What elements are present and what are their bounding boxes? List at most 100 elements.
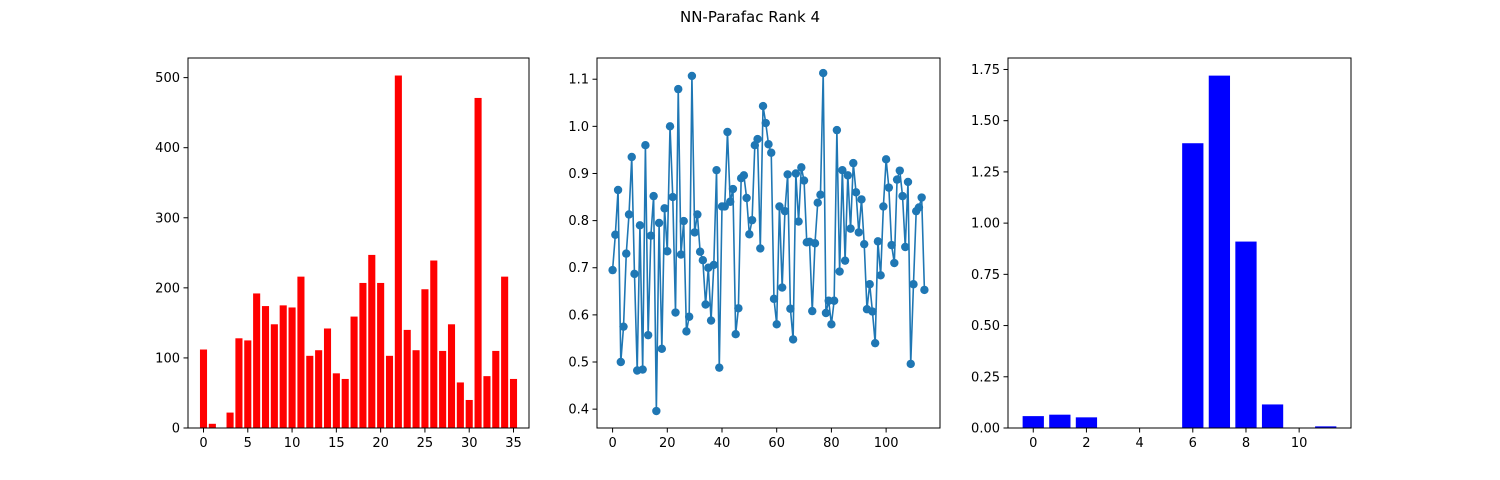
bar-23 xyxy=(403,329,411,428)
data-point-103 xyxy=(890,258,899,268)
bar-19 xyxy=(368,254,376,428)
data-point-28 xyxy=(684,312,694,321)
data-point-89 xyxy=(851,188,861,197)
data-point-69 xyxy=(797,163,806,172)
y-tick-label-2: 0.6 xyxy=(568,308,589,323)
data-point-24 xyxy=(674,84,683,94)
y-tick-label-7: 1.1 xyxy=(568,73,589,88)
data-point-99 xyxy=(879,202,888,211)
data-point-0 xyxy=(608,265,617,275)
y-tick-label-4: 400 xyxy=(155,141,180,156)
bar-34 xyxy=(501,276,509,428)
data-point-62 xyxy=(777,283,787,292)
bar-27 xyxy=(439,350,447,428)
data-point-85 xyxy=(840,256,850,265)
data-point-54 xyxy=(756,244,765,253)
y-tick-label-3: 0.75 xyxy=(971,268,1000,283)
data-point-112 xyxy=(914,203,924,212)
data-point-94 xyxy=(865,280,874,289)
data-point-109 xyxy=(906,359,915,369)
bar-28 xyxy=(447,324,456,428)
x-tick-label-1: 5 xyxy=(244,436,252,451)
y-tick-label-2: 200 xyxy=(155,281,180,296)
data-point-106 xyxy=(898,191,907,201)
data-point-110 xyxy=(909,280,918,289)
data-point-55 xyxy=(758,101,768,111)
bar-33 xyxy=(492,350,500,428)
y-tick-label-1: 0.5 xyxy=(568,356,589,371)
data-point-6 xyxy=(624,210,634,219)
data-point-82 xyxy=(832,125,842,135)
data-point-108 xyxy=(903,177,913,187)
bar-30 xyxy=(465,399,473,428)
data-point-105 xyxy=(895,166,904,175)
data-point-42 xyxy=(723,127,732,137)
data-point-33 xyxy=(698,256,708,265)
data-point-44 xyxy=(728,184,738,194)
bar-7 xyxy=(261,306,270,428)
bar-26 xyxy=(430,260,438,428)
data-point-87 xyxy=(846,224,855,233)
data-point-13 xyxy=(643,330,653,340)
data-point-91 xyxy=(857,195,866,204)
x-tick-label-0: 0 xyxy=(608,436,616,451)
x-tick-label-4: 8 xyxy=(1242,436,1250,451)
bar-2 xyxy=(1075,417,1098,428)
data-point-56 xyxy=(761,118,770,128)
data-point-43 xyxy=(726,197,735,206)
bar-6 xyxy=(253,293,261,428)
y-tick-label-5: 500 xyxy=(155,71,180,86)
data-point-74 xyxy=(810,239,820,248)
bar-25 xyxy=(421,289,429,428)
x-tick-label-6: 30 xyxy=(461,436,478,451)
data-point-59 xyxy=(769,294,779,304)
data-point-37 xyxy=(709,260,718,270)
data-point-53 xyxy=(753,134,762,144)
data-point-22 xyxy=(668,192,677,202)
x-tick-label-5: 100 xyxy=(874,436,899,451)
bar-18 xyxy=(359,282,367,428)
x-tick-label-3: 15 xyxy=(328,436,345,451)
bar-22 xyxy=(394,75,402,429)
data-point-46 xyxy=(734,304,743,313)
data-point-107 xyxy=(901,242,910,252)
axes-frame xyxy=(596,57,941,429)
bar-11 xyxy=(1315,426,1337,428)
data-point-86 xyxy=(843,171,853,180)
bar-1 xyxy=(208,423,216,428)
bar-31 xyxy=(474,97,482,428)
data-point-97 xyxy=(873,237,883,246)
data-point-27 xyxy=(682,327,691,336)
data-point-3 xyxy=(616,357,625,367)
y-tick-label-4: 1.00 xyxy=(971,217,1000,232)
y-tick-label-6: 1.0 xyxy=(568,120,589,135)
data-point-63 xyxy=(780,206,790,216)
data-point-12 xyxy=(641,141,650,150)
data-point-17 xyxy=(654,218,664,228)
data-point-70 xyxy=(799,176,809,185)
data-point-78 xyxy=(821,308,831,318)
y-tick-label-2: 0.50 xyxy=(971,319,1000,334)
data-point-80 xyxy=(827,320,836,329)
bar-16 xyxy=(341,378,349,428)
data-point-65 xyxy=(786,304,795,313)
bar-13 xyxy=(315,350,323,428)
data-point-49 xyxy=(742,193,751,203)
y-tick-label-0: 0 xyxy=(172,422,180,437)
bar-35 xyxy=(509,378,518,428)
x-tick-label-2: 10 xyxy=(284,436,301,451)
axes-frame xyxy=(1007,57,1352,429)
data-point-102 xyxy=(887,240,896,250)
bar-9 xyxy=(279,305,287,428)
y-tick-label-3: 300 xyxy=(155,211,180,226)
data-point-77 xyxy=(819,68,828,78)
bar-29 xyxy=(456,382,464,428)
x-tick-label-5: 10 xyxy=(1291,436,1308,451)
y-tick-label-1: 100 xyxy=(155,351,180,366)
x-tick-label-7: 35 xyxy=(505,436,522,451)
data-point-88 xyxy=(849,158,858,168)
data-point-18 xyxy=(657,344,667,354)
bar-0 xyxy=(1022,416,1044,428)
data-point-20 xyxy=(663,247,672,256)
bar-9 xyxy=(1261,404,1284,428)
